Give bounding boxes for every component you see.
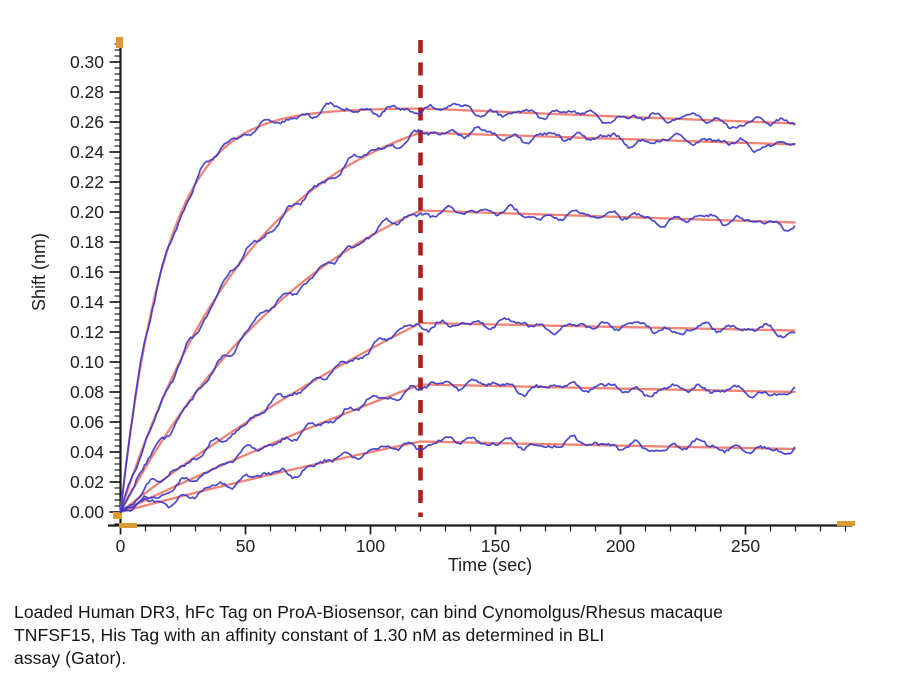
x-axis-title: Time (sec) <box>448 555 532 575</box>
sensor-trace-6 <box>119 434 796 513</box>
fit-line-3 <box>119 209 796 513</box>
fit-line-6 <box>120 440 796 514</box>
x-axis-tick-label: 150 <box>481 536 510 556</box>
y-axis-tick-label: 0.12 <box>70 322 104 342</box>
y-axis-tick-label: 0.06 <box>70 412 104 432</box>
y-axis-title: Shift (nm) <box>29 233 49 311</box>
y-axis-tick-label: 0.24 <box>70 142 104 162</box>
y-axis-tick-label: 0.16 <box>70 262 104 282</box>
y-axis-tick-label: 0.30 <box>70 52 104 72</box>
y-axis-tick-label: 0.20 <box>70 202 104 222</box>
figure-caption: Loaded Human DR3, hFc Tag on ProA-Biosen… <box>14 602 723 668</box>
fit-line-2 <box>119 131 796 513</box>
bli-kinetics-chart: 0.00 0.02 0.04 0.06 0.08 0.10 0.12 0.14 0.16 0.18… <box>29 37 855 575</box>
x-axis-tick-label: 0 <box>116 536 126 556</box>
sensor-trace-2 <box>119 125 796 513</box>
sensor-trace-4 <box>119 317 796 513</box>
x-axis-tick-label: 250 <box>731 536 760 556</box>
y-axis-tick-label: 0.18 <box>70 232 104 252</box>
sensor-trace-3 <box>119 203 796 513</box>
x-axis-upper-limit-mark <box>837 521 855 526</box>
fit-line-1 <box>119 107 796 513</box>
x-axis-lower-limit-mark <box>119 523 137 528</box>
y-axis-tick-label: 0.00 <box>70 502 104 522</box>
y-axis-tick-label: 0.22 <box>70 172 104 192</box>
y-axis-tick-label: 0.26 <box>70 112 104 132</box>
x-axis-tick-label: 50 <box>236 536 256 556</box>
y-axis-tick-label: 0.28 <box>70 82 104 102</box>
x-axis-tick-label: 200 <box>606 536 635 556</box>
x-axis-tick-label: 100 <box>356 536 385 556</box>
fit-line-5 <box>120 383 796 514</box>
y-axis-lower-limit-mark <box>113 512 122 519</box>
y-axis-tick-label: 0.04 <box>70 442 104 462</box>
y-axis-tick-label: 0.08 <box>70 382 104 402</box>
sensor-trace-5 <box>119 378 796 513</box>
sensor-trace-1 <box>119 101 796 513</box>
y-axis-tick-label: 0.14 <box>70 292 104 312</box>
fit-line-4 <box>119 321 796 513</box>
y-axis-tick-label: 0.02 <box>70 472 104 492</box>
y-axis-tick-label: 0.10 <box>70 352 104 372</box>
y-axis-upper-limit-mark <box>116 37 123 48</box>
